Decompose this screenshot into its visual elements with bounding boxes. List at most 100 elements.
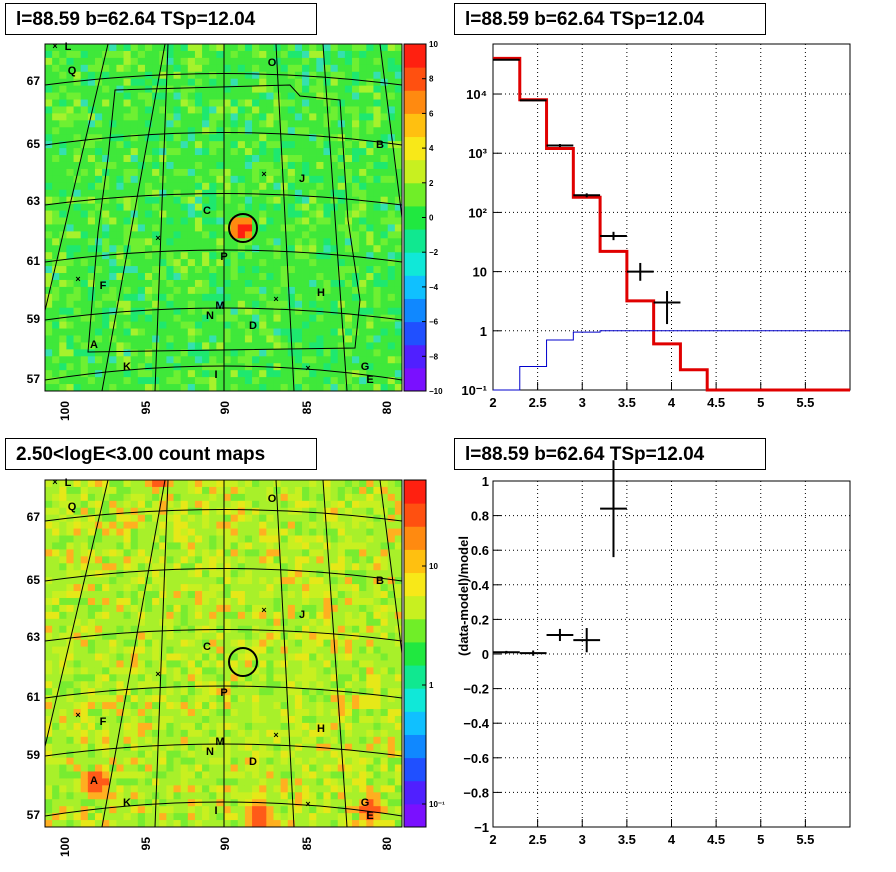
heatmap-cell: [266, 785, 274, 793]
heatmap-cell: [287, 806, 296, 814]
heatmap-cell: [45, 224, 53, 232]
heatmap-cell: [87, 113, 96, 121]
heatmap-cell: [144, 639, 153, 647]
heatmap-cell: [330, 175, 339, 184]
heatmap-cell: [266, 335, 274, 343]
heatmap-cell: [230, 238, 239, 246]
heatmap-cell: [266, 660, 274, 668]
heatmap-cell: [66, 293, 74, 302]
heatmap-cell: [223, 377, 232, 385]
heatmap-cell: [173, 674, 182, 682]
heatmap-cell: [330, 113, 339, 121]
heatmap-cell: [337, 377, 346, 385]
heatmap-cell: [137, 688, 146, 696]
heatmap-cell: [359, 342, 367, 350]
heatmap-cell: [137, 50, 146, 59]
heatmap-cell: [237, 328, 246, 336]
heatmap-cell: [280, 64, 289, 73]
colorbar-segment: [404, 275, 426, 299]
heatmap-cell: [287, 500, 296, 509]
heatmap-cell: [87, 757, 96, 765]
heatmap-cell: [209, 611, 217, 620]
heatmap-cell: [294, 134, 303, 142]
heatmap-cell: [266, 521, 274, 529]
heatmap-cell: [330, 307, 339, 316]
heatmap-cell: [316, 279, 324, 288]
heatmap-cell: [152, 764, 160, 772]
heatmap-cell: [344, 141, 353, 149]
heatmap-cell: [359, 314, 367, 322]
heatmap-cell: [94, 646, 103, 654]
heatmap-cell: [387, 92, 396, 100]
heatmap-cell: [173, 92, 182, 100]
heatmap-cell: [359, 764, 367, 772]
heatmap-cell: [337, 709, 346, 717]
heatmap-cell: [144, 556, 153, 564]
heatmap-cell: [80, 480, 89, 488]
heatmap-cell: [273, 134, 282, 142]
heatmap-cell: [294, 175, 303, 184]
heatmap-cell: [52, 764, 60, 772]
heatmap-cell: [380, 127, 389, 135]
heatmap-cell: [373, 127, 381, 135]
heatmap-cell: [159, 563, 167, 571]
heatmap-cell: [80, 148, 89, 156]
heatmap-cell: [273, 722, 282, 731]
heatmap-cell: [80, 293, 89, 302]
heatmap-cell: [359, 653, 367, 661]
heatmap-cell: [337, 349, 346, 357]
heatmap-cell: [316, 259, 324, 267]
heatmap-cell: [259, 384, 267, 392]
heatmap-cell: [80, 168, 89, 177]
heatmap-cell: [323, 715, 331, 724]
heatmap-cell: [66, 757, 74, 765]
heatmap-cell: [359, 182, 367, 191]
heatmap-cell: [123, 604, 132, 613]
heatmap-cell: [287, 92, 296, 100]
heatmap-cell: [373, 342, 381, 350]
heatmap-cell: [273, 161, 282, 170]
heatmap-cell: [209, 480, 217, 488]
heatmap-cell: [266, 514, 274, 523]
heatmap-cell: [152, 778, 160, 786]
heatmap-cell: [266, 695, 274, 703]
heatmap-cell: [323, 785, 331, 793]
heatmap-cell: [52, 549, 60, 557]
heatmap-cell: [302, 168, 310, 177]
heatmap-cell: [87, 182, 96, 191]
heatmap-cell: [323, 646, 331, 654]
heatmap-cell: [259, 238, 267, 246]
heatmap-cell: [130, 563, 139, 571]
heatmap-cell: [244, 182, 253, 191]
heatmap-cell: [52, 78, 60, 87]
heatmap-cell: [123, 384, 132, 392]
heatmap-cell: [330, 611, 339, 620]
heatmap-cell: [173, 625, 182, 634]
heatmap-cell: [123, 688, 132, 696]
heatmap-cell: [109, 231, 117, 239]
heatmap-cell: [273, 300, 282, 309]
source-label-e: E: [366, 374, 373, 386]
heatmap-cell: [173, 820, 182, 828]
heatmap-cell: [52, 196, 60, 205]
heatmap-cell: [130, 363, 139, 371]
heatmap-cell: [387, 252, 396, 260]
heatmap-cell: [294, 618, 303, 627]
heatmap-cell: [144, 266, 153, 274]
heatmap-cell: [66, 106, 74, 114]
heatmap-cell: [394, 210, 403, 218]
heatmap-cell: [223, 563, 232, 571]
heatmap-cell: [359, 286, 367, 295]
heatmap-cell: [66, 273, 74, 281]
heatmap-cell: [73, 335, 82, 343]
heatmap-cell: [244, 370, 253, 378]
heatmap-cell: [116, 736, 124, 745]
heatmap-cell: [259, 535, 267, 543]
heatmap-cell: [294, 259, 303, 267]
heatmap-cell: [230, 328, 239, 336]
heatmap-cell: [80, 778, 89, 786]
heatmap-cell: [94, 806, 103, 814]
heatmap-cell: [94, 743, 103, 752]
heatmap-cell: [394, 148, 403, 156]
heatmap-cell: [137, 722, 146, 731]
